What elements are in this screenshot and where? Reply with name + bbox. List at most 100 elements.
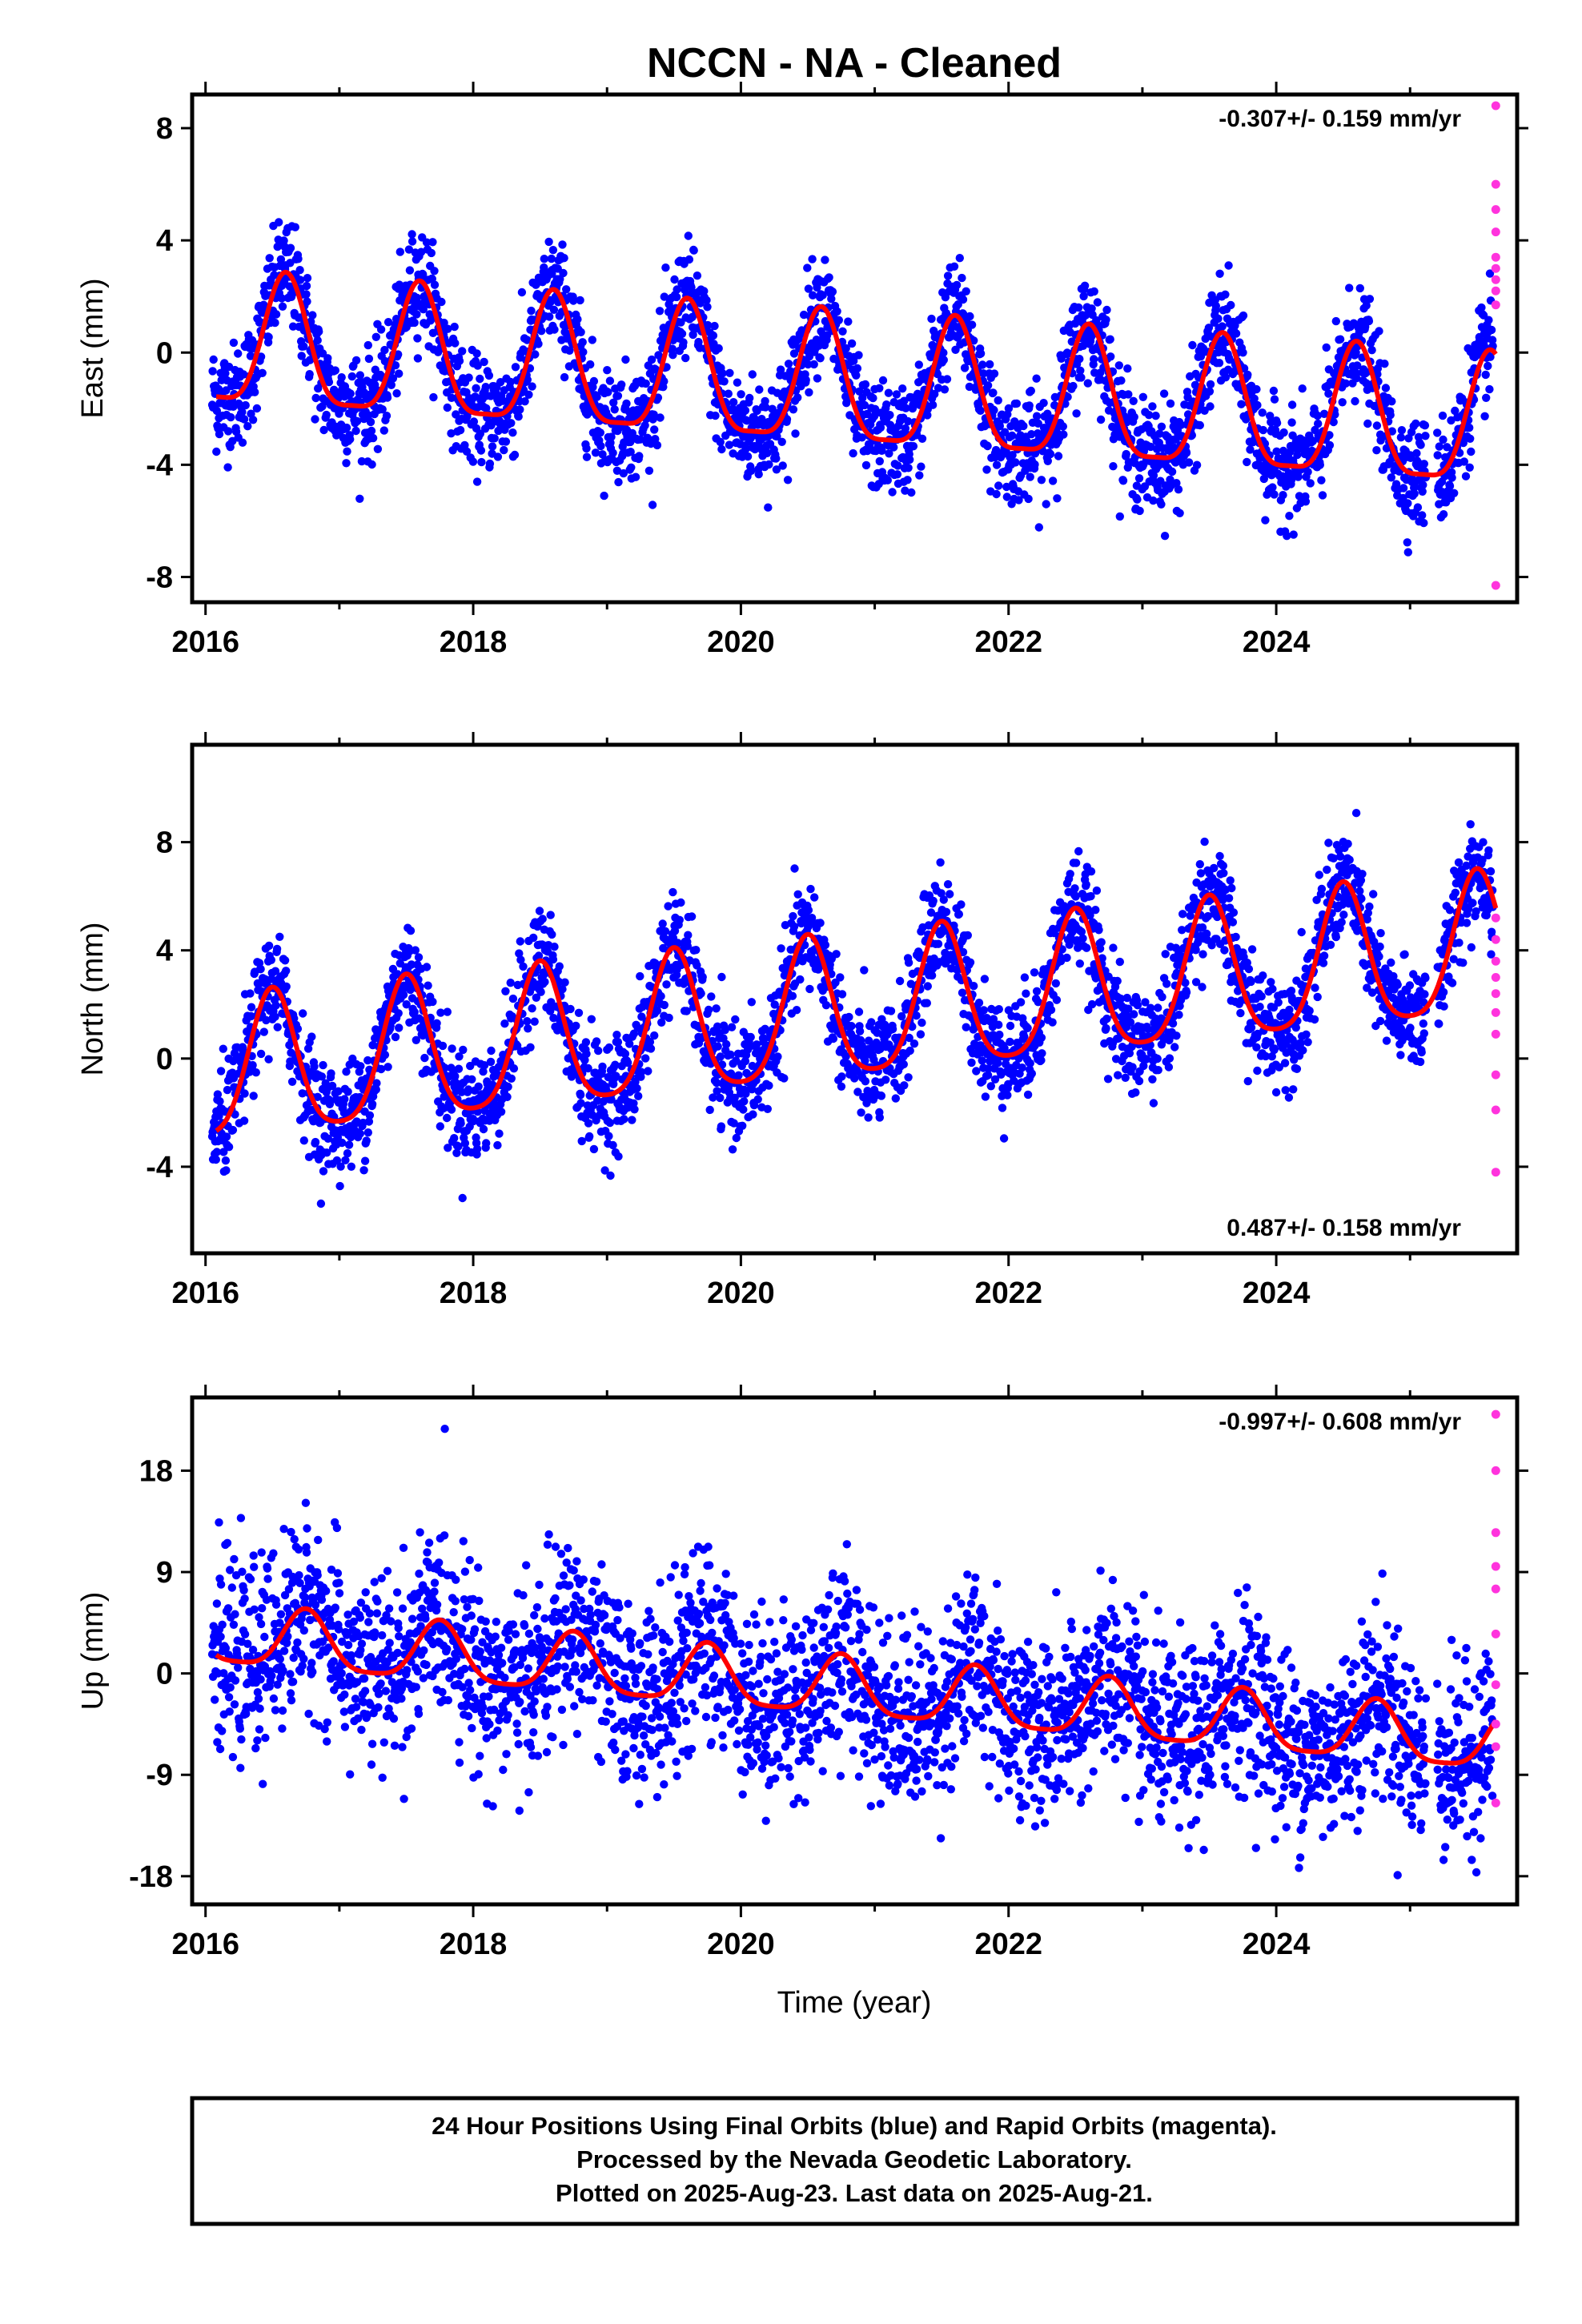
east-final-point (1239, 348, 1247, 357)
east-final-point (357, 456, 367, 466)
east-final-point (612, 466, 622, 475)
east-final-point (248, 416, 258, 424)
north-final-point (867, 1018, 876, 1027)
east-final-point (1439, 510, 1448, 519)
east-final-point (1435, 442, 1444, 451)
east-final-point (1485, 269, 1495, 278)
east-rapid-point (1491, 205, 1500, 215)
east-final-point (468, 457, 478, 466)
east-final-point (1077, 373, 1086, 382)
east-final-point (506, 377, 515, 387)
east-final-point (1102, 305, 1111, 315)
north-final-point (632, 1084, 641, 1093)
north-final-point (792, 1006, 801, 1015)
north-final-point (612, 1031, 621, 1039)
east-final-point (579, 348, 588, 356)
east-final-point (378, 405, 387, 414)
east-final-point (376, 325, 386, 334)
north-final-point (717, 1122, 726, 1131)
north-final-point (550, 943, 559, 951)
east-final-point (1411, 482, 1419, 491)
east-final-point (1191, 380, 1200, 389)
east-final-point (1322, 343, 1331, 352)
east-final-point (952, 280, 962, 290)
east-final-point (422, 238, 432, 247)
east-final-point (1004, 404, 1014, 413)
north-final-point (317, 1072, 327, 1081)
east-final-point (716, 437, 725, 447)
east-final-point (258, 368, 267, 377)
east-final-point (1447, 473, 1456, 482)
east-final-point (476, 429, 484, 438)
north-final-point (264, 941, 274, 951)
north-final-point (788, 991, 797, 1000)
north-final-point (223, 1085, 232, 1095)
east-final-point (311, 393, 320, 403)
east-final-point (827, 295, 836, 304)
east-final-point (853, 364, 862, 373)
north-final-point (519, 962, 528, 971)
north-final-point (271, 967, 280, 975)
east-final-point (631, 472, 640, 481)
east-final-point (1372, 446, 1381, 455)
east-final-point (992, 489, 1001, 499)
north-final-point (222, 1166, 231, 1175)
east-final-point (383, 318, 393, 327)
east-final-point (855, 387, 864, 396)
east-final-point (737, 390, 745, 399)
east-final-point (315, 327, 323, 336)
east-final-point (1465, 423, 1474, 432)
north-final-point (303, 1044, 313, 1053)
east-final-point (861, 460, 871, 470)
east-final-point (516, 405, 524, 414)
east-final-point (990, 369, 999, 378)
north-final-point (942, 907, 951, 917)
east-final-point (742, 416, 752, 425)
north-final-point (747, 998, 756, 1007)
north-final-point (472, 1144, 482, 1153)
east-model-curve (215, 269, 1498, 478)
north-final-point (383, 1063, 392, 1072)
east-final-point (941, 293, 950, 302)
north-final-point (636, 971, 644, 981)
north-final-point (219, 1044, 227, 1053)
north-final-point (891, 1094, 901, 1103)
east-final-point (382, 412, 391, 420)
east-final-point (1380, 360, 1389, 368)
north-final-point (658, 919, 667, 928)
north-final-point (219, 1148, 228, 1156)
east-final-point (1188, 340, 1197, 350)
east-final-point (1410, 489, 1419, 498)
east-final-point (1403, 538, 1412, 547)
east-final-point (1279, 428, 1288, 437)
north-final-point (336, 1162, 345, 1171)
north-final-point (496, 1108, 506, 1116)
east-final-point (560, 372, 569, 382)
east-final-point (1042, 500, 1050, 509)
east-final-point (610, 405, 619, 414)
east-final-point (429, 392, 438, 402)
north-final-point (487, 1046, 496, 1055)
east-final-point (351, 356, 361, 365)
north-final-point (293, 1024, 303, 1033)
east-final-point (875, 456, 885, 466)
north-final-point (789, 922, 799, 931)
east-final-point (1353, 361, 1362, 370)
north-final-point (215, 1097, 224, 1106)
north-final-point (954, 910, 964, 919)
east-final-point (229, 338, 239, 348)
east-final-point (582, 444, 591, 453)
east-final-point (303, 297, 311, 306)
east-final-point (1315, 460, 1325, 469)
east-final-point (562, 285, 571, 294)
east-final-point (609, 398, 618, 407)
north-final-point (299, 1136, 308, 1145)
east-final-point (324, 377, 334, 387)
north-final-point (746, 1032, 755, 1042)
north-final-point (271, 1001, 280, 1010)
east-final-point (1237, 400, 1246, 408)
east-final-point (939, 356, 949, 364)
east-final-point (1135, 506, 1144, 516)
east-final-point (905, 455, 914, 464)
